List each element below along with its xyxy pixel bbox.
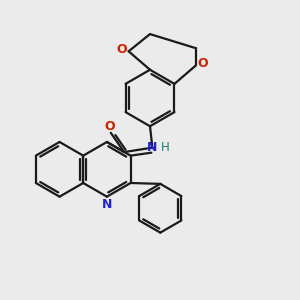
Text: O: O [197,58,208,70]
Text: H: H [160,141,169,154]
Text: N: N [147,141,158,154]
Text: N: N [102,198,112,211]
Text: O: O [104,120,115,133]
Text: O: O [117,43,128,56]
